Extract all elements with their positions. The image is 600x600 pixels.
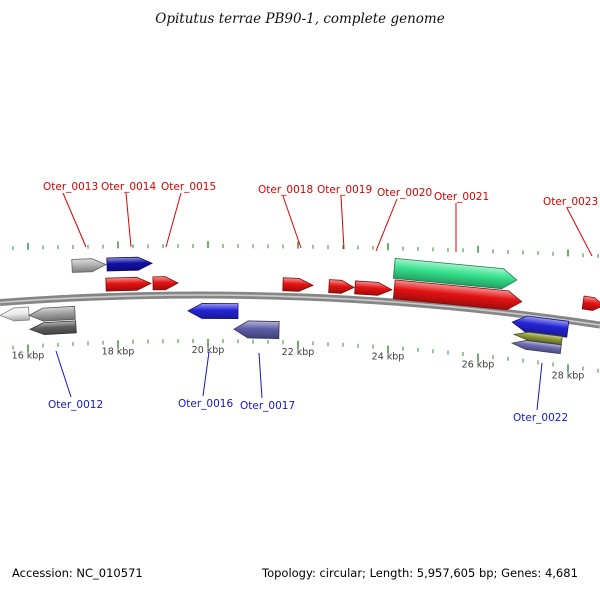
gene-arrow[interactable] [105,276,152,292]
gene-arrow-oter_0016[interactable] [187,303,239,320]
gene-arrow[interactable] [392,279,523,311]
scale-label: 28 kbp [552,370,585,381]
gene-arrow[interactable] [512,330,563,345]
gene-label-oter_0012[interactable]: Oter_0012 [48,399,103,411]
scale-label: 16 kbp [12,351,45,362]
scale-label: 18 kbp [102,346,135,357]
scale-label: 26 kbp [462,360,495,371]
scale-label: 24 kbp [372,352,405,363]
accession-text: Accession: NC_010571 [12,566,143,580]
gene-label-oter_0020[interactable]: Oter_0020 [377,187,432,199]
gene-arrow-oter_0022[interactable] [511,314,570,338]
leader-line-oter_0012 [55,350,72,398]
scale-label: 22 kbp [282,347,315,358]
gene-arrow[interactable] [510,339,562,355]
gene-label-oter_0016[interactable]: Oter_0016 [178,398,233,410]
gene-label-oter_0018[interactable]: Oter_0018 [258,184,313,196]
gene-arrow-oter_0012[interactable] [28,305,76,322]
gene-arrow-oter_0015[interactable] [152,276,179,291]
gene-label-oter_0021[interactable]: Oter_0021 [434,191,489,203]
genome-backbone-highlight [0,294,600,326]
leader-line-oter_0013 [62,192,87,248]
page-title: Opitutus terrae PB90-1, complete genome [155,11,445,27]
gene-arrow-oter_0014[interactable] [106,256,153,272]
gene-arrow-oter_0020[interactable] [354,280,393,296]
gene-label-oter_0023[interactable]: Oter_0023 [543,196,598,208]
gene-label-oter_0015[interactable]: Oter_0015 [161,181,216,193]
scale-label: 20 kbp [192,345,225,356]
leader-line-oter_0015 [165,192,182,248]
leader-line-oter_0019 [340,195,345,250]
leader-line-oter_0017 [258,352,263,399]
leader-line-oter_0016 [202,351,210,397]
gene-arrow-oter_0023[interactable] [581,295,600,312]
gene-arrow-oter_0018[interactable] [282,277,314,292]
leader-line-oter_0023 [566,207,593,257]
topology-text: Topology: circular; Length: 5,957,605 bp… [262,566,578,580]
gene-label-oter_0013[interactable]: Oter_0013 [43,181,98,193]
gene-arrow[interactable] [29,320,77,336]
gene-arrow-oter_0013[interactable] [71,258,107,273]
gene-label-oter_0022[interactable]: Oter_0022 [513,412,568,424]
gene-arrow-oter_0021[interactable] [392,257,518,290]
gene-label-oter_0017[interactable]: Oter_0017 [240,400,295,412]
leader-line-oter_0018 [282,195,302,249]
leader-line-oter_0022 [536,362,543,411]
gene-label-oter_0019[interactable]: Oter_0019 [317,184,372,196]
gene-arrow-oter_0019[interactable] [328,279,355,294]
leader-line-oter_0020 [375,198,398,252]
gene-arrow-oter_0017[interactable] [233,320,280,339]
leader-line-oter_0014 [125,192,132,248]
gene-arrow[interactable] [0,306,30,322]
gene-label-oter_0014[interactable]: Oter_0014 [101,181,156,193]
scale-ticks [12,241,599,373]
